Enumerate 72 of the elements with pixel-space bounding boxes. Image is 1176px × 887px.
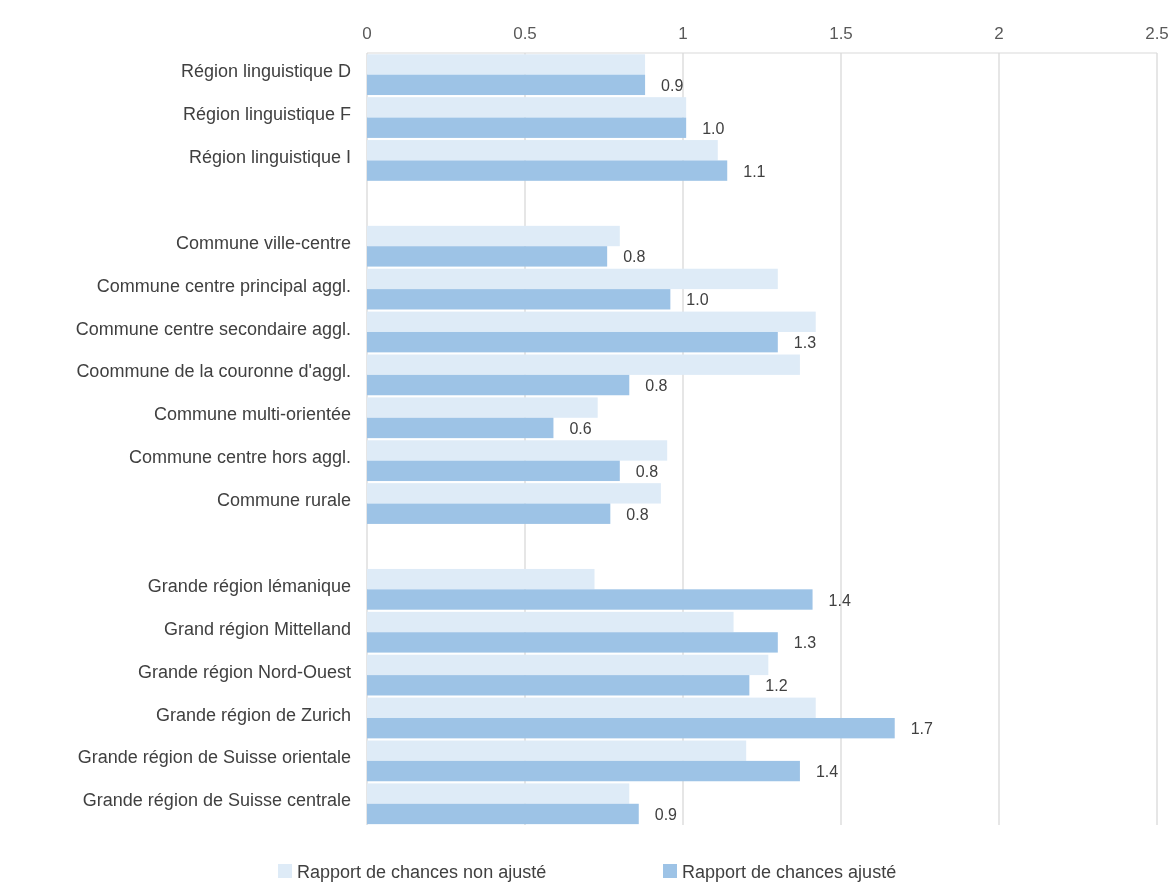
bar [367,803,639,825]
data-label: 1.4 [828,591,851,609]
bar [367,740,747,761]
bar [367,289,671,310]
data-label: 0.9 [661,76,684,94]
bar [367,654,769,676]
data-label: 0.8 [623,248,646,266]
bar [367,783,630,804]
data-label: 1.0 [686,291,709,309]
bar [367,589,813,610]
bar [367,74,646,96]
y-tick-label: Région linguistique I [188,146,351,167]
data-label: 1.4 [815,763,839,781]
y-tick-label: Commune centre hors aggl. [128,447,351,468]
x-tick-label: 0.5 [513,24,537,43]
x-tick-label: 2 [994,24,1004,43]
bar [367,97,687,118]
data-label: 0.8 [635,462,659,480]
data-label: 1.3 [793,334,817,352]
data-label: 1.7 [910,720,934,738]
y-tick-label: Commune centre secondaire aggl. [75,318,351,339]
bar [367,140,718,161]
bar [367,611,734,633]
bar [367,440,668,461]
bar [367,417,554,439]
legend-label: Rapport de chances non ajusté [297,862,547,882]
y-tick-label: Grande région lémanique [147,575,351,596]
data-label: 1.2 [765,677,788,695]
x-tick-label: 0 [362,24,372,43]
legend-label: Rapport de chances ajusté [682,862,897,882]
bar [367,354,800,375]
data-label: 0.8 [645,377,668,395]
x-tick-label: 2.5 [1145,24,1169,43]
bar [367,697,816,718]
bar [367,268,778,290]
bar [367,568,595,590]
bar [367,632,778,653]
y-tick-label: Commune centre principal aggl. [96,275,351,296]
bar [367,54,646,75]
y-tick-label: Région linguistique F [182,104,351,125]
data-label: 1.3 [793,634,817,652]
y-tick-label: Grande région Nord-Ouest [137,661,351,682]
y-tick-label: Grande région de Suisse centrale [82,790,351,811]
data-label: 0.9 [654,805,678,823]
bar [367,374,630,396]
y-tick-label: Commune rurale [216,490,351,511]
bar [367,117,687,138]
bar [367,460,620,482]
x-tick-label: 1 [678,24,688,43]
bar [367,246,608,267]
y-tick-label: Grande région de Suisse orientale [77,747,351,768]
bar [367,483,661,504]
data-label: 0.8 [626,505,649,523]
x-tick-label: 1.5 [829,24,853,43]
data-label: 1.0 [702,119,725,137]
bar [367,397,598,418]
y-tick-label: Commune multi-orientée [153,404,351,425]
y-tick-label: Commune ville-centre [175,232,351,253]
bar [367,331,778,353]
y-tick-label: Grand région Mittelland [163,618,351,639]
bar [367,311,816,332]
bar [367,225,620,247]
data-label: 0.6 [569,419,592,437]
bar [367,760,800,782]
bar [367,717,895,739]
y-tick-label: Région linguistique D [180,61,351,82]
y-tick-label: Coommune de la couronne d'aggl. [76,361,351,382]
bar [367,675,750,696]
y-tick-label: Grande région de Zurich [155,704,351,725]
bar [367,503,611,524]
bar [367,160,728,181]
data-label: 1.1 [743,162,766,180]
